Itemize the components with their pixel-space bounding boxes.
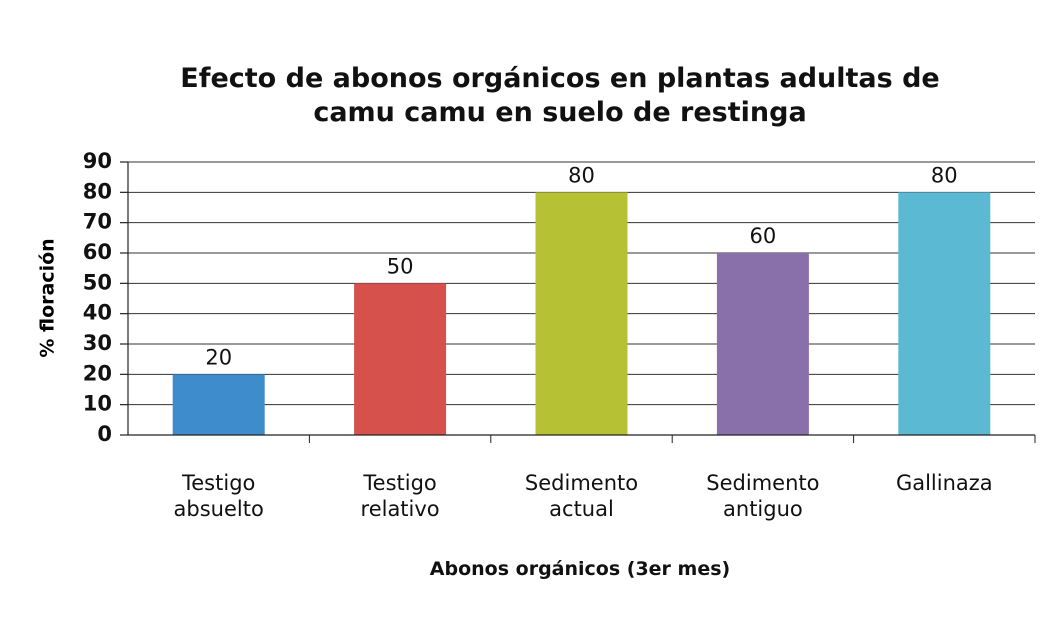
y-tick-label: 40: [83, 301, 112, 325]
value-label: 20: [205, 345, 232, 369]
x-tick-label: Testigo absuelto: [173, 471, 264, 521]
x-axis-label: Abonos orgánicos (3er mes): [429, 558, 731, 580]
x-tick-label: Sedimento actual: [524, 471, 639, 521]
value-label: 50: [387, 254, 414, 278]
y-axis-label: % floración: [37, 238, 59, 357]
bar: [716, 253, 809, 435]
y-tick-label: 30: [83, 331, 112, 355]
value-label: 80: [931, 163, 958, 187]
y-tick-label: 10: [83, 392, 112, 416]
bar: [898, 192, 991, 435]
y-tick-label: 0: [97, 422, 112, 446]
y-tick-label: 20: [83, 361, 112, 385]
value-label: 80: [568, 163, 595, 187]
y-tick-label: 90: [83, 149, 112, 173]
x-tick-label: Gallinaza: [895, 471, 993, 495]
x-tick-label: Testigo relativo: [360, 471, 440, 521]
bar: [535, 192, 628, 435]
y-tick-label: 70: [83, 210, 112, 234]
y-tick-label: 60: [83, 240, 112, 264]
bar: [172, 374, 265, 435]
y-tick-label: 50: [83, 270, 112, 294]
y-tick-label: 80: [83, 179, 112, 203]
x-tick-label: Sedimento antiguo: [706, 471, 820, 521]
value-label: 60: [750, 224, 777, 248]
chart-title: Efecto de abonos orgánicos en plantas ad…: [180, 63, 940, 128]
bar: [354, 283, 447, 435]
